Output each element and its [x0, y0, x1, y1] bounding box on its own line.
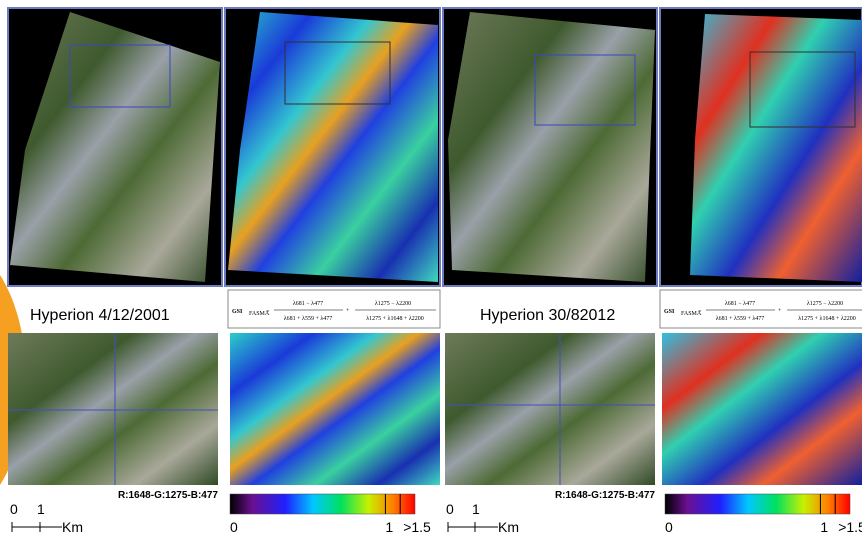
panel-label: Hyperion 30/82012	[480, 307, 615, 324]
formula-term: λ1275 − λ2200	[375, 301, 411, 307]
colorbar-tick-label: 1	[385, 519, 393, 535]
formula-symbol: GSI	[232, 309, 243, 315]
formula-box	[660, 290, 862, 328]
formula-term: λ1275 + λ1648 + λ2200	[366, 316, 424, 322]
band-combination: R:1648-G:1275-B:477	[555, 490, 655, 501]
formula-term: λ1275 − λ2200	[807, 301, 843, 307]
formula-term: λ681 + λ559 + λ477	[716, 316, 765, 322]
colorbar-tick-label: >1.5	[838, 519, 862, 535]
panel-label: Hyperion 4/12/2001	[30, 307, 170, 324]
scale-unit: Km	[62, 519, 83, 535]
colorbar-tick-label: >1.5	[403, 519, 431, 535]
formula-box	[228, 290, 440, 328]
formula-term: λ681 + λ559 + λ477	[284, 316, 333, 322]
scale-tick: 0	[10, 501, 18, 517]
colorbar-tick-label: 1	[820, 519, 828, 535]
formula-term: λ1275 + λ1648 + λ2200	[798, 316, 856, 322]
scale-tick: 0	[446, 501, 454, 517]
top-row	[8, 8, 862, 286]
formula-term: λ681 − λ477	[725, 301, 755, 307]
panel-1-labels: Hyperion 4/12/2001 R:1648-G:1275-B:477 0…	[8, 307, 218, 535]
scale-tick: 1	[37, 501, 45, 517]
colorbar	[665, 494, 850, 514]
scale-unit: Km	[498, 519, 519, 535]
colorbar-tick-label: 0	[665, 519, 673, 535]
colorbar	[230, 494, 415, 514]
panel-3-labels: Hyperion 30/82012 R:1648-G:1275-B:477 0 …	[445, 307, 655, 535]
band-combination: R:1648-G:1275-B:477	[118, 490, 218, 501]
figure: Hyperion 4/12/2001 R:1648-G:1275-B:477 0…	[0, 0, 862, 539]
scale-tick: 1	[472, 501, 480, 517]
colorbar-tick-label: 0	[230, 519, 238, 535]
formula-symbol: GSI	[664, 309, 675, 315]
formula-term: λ681 − λ477	[293, 301, 323, 307]
